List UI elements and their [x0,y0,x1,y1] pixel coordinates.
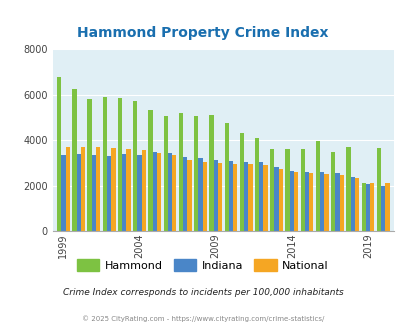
Bar [118,98,122,231]
Bar [270,149,274,231]
Bar [152,151,156,231]
Bar [61,155,66,231]
Bar [172,155,176,231]
Bar [102,97,107,231]
Bar [133,101,137,231]
Text: Crime Index corresponds to incidents per 100,000 inhabitants: Crime Index corresponds to incidents per… [62,287,343,297]
Bar [187,159,191,231]
Bar [247,164,252,231]
Bar [335,173,339,231]
Bar [217,163,222,231]
Bar [202,162,206,231]
Bar [320,172,324,231]
Bar [350,177,354,231]
Bar [232,164,237,231]
Bar [309,173,313,231]
Bar [365,184,369,231]
Bar [330,151,335,231]
Bar [300,149,304,231]
Bar [194,116,198,231]
Bar [376,148,380,231]
Bar [81,147,85,231]
Bar [126,149,130,231]
Bar [87,99,92,231]
Bar [339,176,343,231]
Bar [285,149,289,231]
Bar [224,123,228,231]
Bar [163,116,168,231]
Bar [122,154,126,231]
Bar [137,155,141,231]
Bar [315,141,320,231]
Bar [324,174,328,231]
Bar [384,183,389,231]
Bar [92,155,96,231]
Text: © 2025 CityRating.com - https://www.cityrating.com/crime-statistics/: © 2025 CityRating.com - https://www.city… [82,315,323,322]
Bar [77,154,81,231]
Bar [293,172,297,231]
Text: Hammond Property Crime Index: Hammond Property Crime Index [77,26,328,40]
Bar [345,147,350,231]
Bar [380,185,384,231]
Bar [213,159,217,231]
Bar [258,162,263,231]
Bar [354,178,358,231]
Bar [278,169,282,231]
Bar [243,162,247,231]
Bar [361,183,365,231]
Bar [263,165,267,231]
Bar [141,150,146,231]
Bar [148,110,152,231]
Bar [198,158,202,231]
Bar [254,138,258,231]
Bar [209,115,213,231]
Bar [156,153,161,231]
Bar [228,161,232,231]
Bar [96,147,100,231]
Bar [107,156,111,231]
Bar [274,167,278,231]
Bar [183,157,187,231]
Bar [369,183,373,231]
Bar [111,148,115,231]
Bar [239,133,243,231]
Bar [168,153,172,231]
Bar [304,172,309,231]
Bar [289,171,293,231]
Bar [179,113,183,231]
Legend: Hammond, Indiana, National: Hammond, Indiana, National [72,255,333,275]
Bar [66,147,70,231]
Bar [57,77,61,231]
Bar [72,89,77,231]
